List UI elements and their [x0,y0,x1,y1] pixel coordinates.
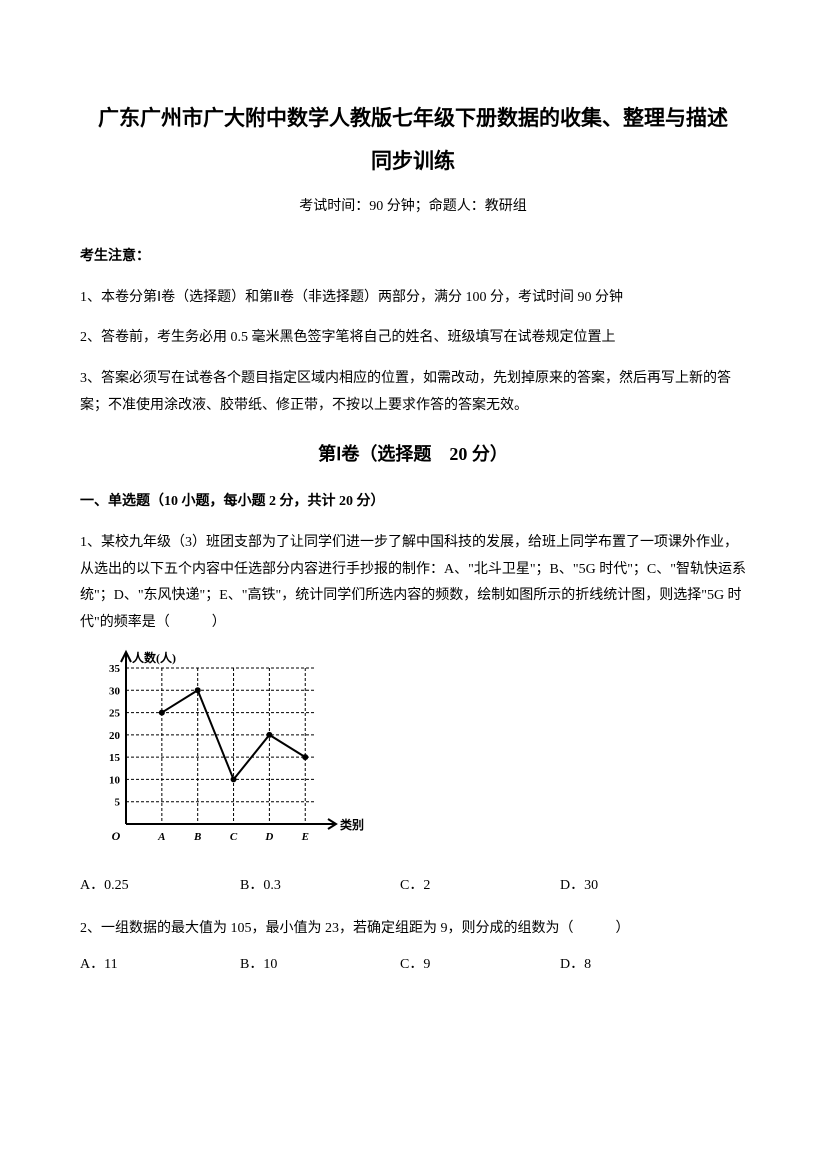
title-line-1: 广东广州市广大附中数学人教版七年级下册数据的收集、整理与描述 [80,100,746,138]
svg-text:类别: 类别 [340,817,364,832]
q2-option-b: B．10 [240,952,400,979]
svg-text:25: 25 [109,708,121,720]
section-heading: 一、单选题（10 小题，每小题 2 分，共计 20 分） [80,489,746,516]
svg-text:35: 35 [109,663,121,675]
notice-item-2: 2、答卷前，考生务必用 0.5 毫米黑色签字笔将自己的姓名、班级填写在试卷规定位… [80,325,746,352]
q2-option-c: C．9 [400,952,560,979]
svg-text:10: 10 [109,775,121,787]
q2-option-d: D．8 [560,952,720,979]
q1-option-a: A．0.25 [80,873,240,900]
question-1-options: A．0.25 B．0.3 C．2 D．30 [80,873,746,900]
notice-heading: 考生注意： [80,244,746,271]
svg-text:E: E [301,831,309,843]
q2-option-a: A．11 [80,952,240,979]
exam-info: 考试时间：90 分钟；命题人：教研组 [80,194,746,221]
svg-text:B: B [193,831,201,843]
svg-text:A: A [157,831,165,843]
line-chart-svg: 5 10 15 20 25 30 35 A B C D E O 人数(人) 类别 [86,648,366,848]
notice-item-3: 3、答案必须写在试卷各个题目指定区域内相应的位置，如需改动，先划掉原来的答案，然… [80,366,746,419]
svg-text:5: 5 [115,797,121,809]
q1-option-d: D．30 [560,873,720,900]
q1-option-b: B．0.3 [240,873,400,900]
svg-text:C: C [230,831,238,843]
svg-text:人数(人): 人数(人) [132,650,176,665]
question-2-text: 2、一组数据的最大值为 105，最小值为 23，若确定组距为 9，则分成的组数为… [80,916,746,943]
q1-option-c: C．2 [400,873,560,900]
svg-text:30: 30 [109,686,121,698]
question-1-text: 1、某校九年级（3）班团支部为了让同学们进一步了解中国科技的发展，给班上同学布置… [80,530,746,636]
svg-text:O: O [112,829,121,843]
svg-text:20: 20 [109,730,121,742]
question-2-options: A．11 B．10 C．9 D．8 [80,952,746,979]
part-heading: 第Ⅰ卷（选择题 20 分） [80,437,746,471]
question-1-chart: 5 10 15 20 25 30 35 A B C D E O 人数(人) 类别 [86,648,746,859]
svg-text:15: 15 [109,753,121,765]
notice-item-1: 1、本卷分第Ⅰ卷（选择题）和第Ⅱ卷（非选择题）两部分，满分 100 分，考试时间… [80,285,746,312]
svg-text:D: D [264,831,273,843]
title-line-2: 同步训练 [80,142,746,182]
